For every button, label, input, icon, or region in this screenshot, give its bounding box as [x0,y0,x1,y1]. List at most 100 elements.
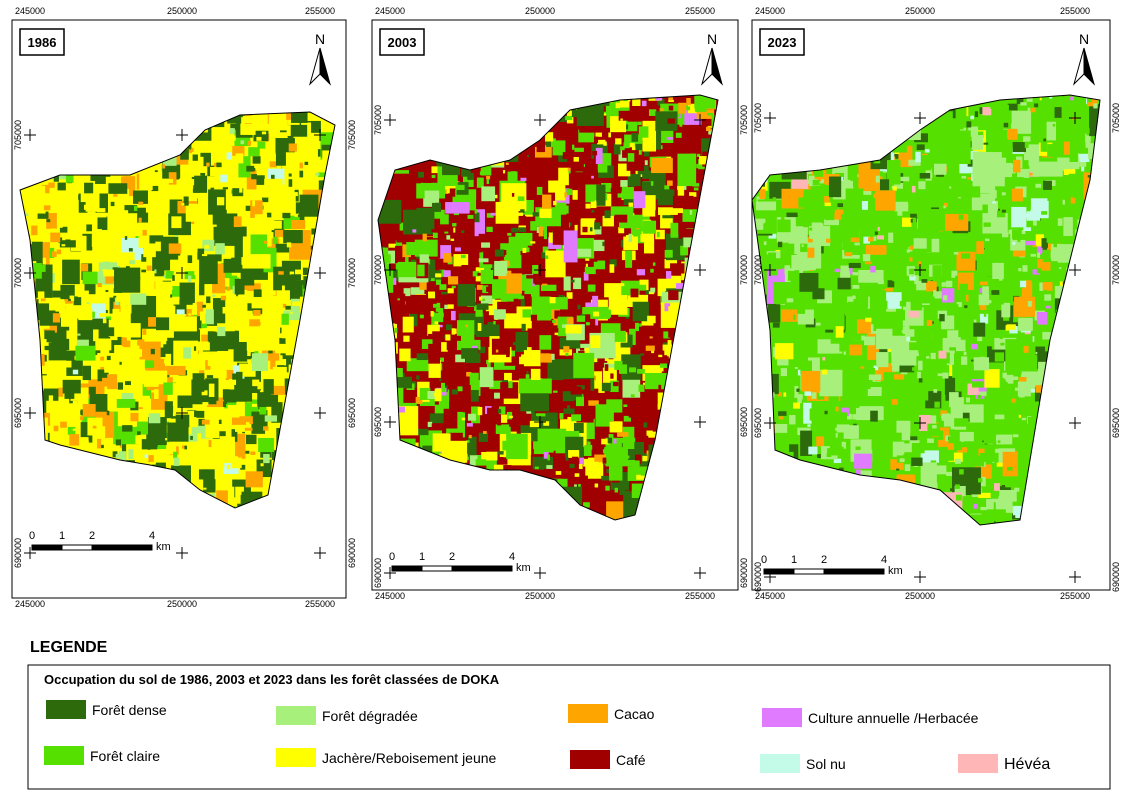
land-patch [539,335,552,350]
land-patch [861,392,866,397]
land-patch [65,239,71,243]
land-patch [968,231,975,237]
land-patch [643,422,648,428]
land-patch [34,185,46,200]
land-patch [148,317,160,327]
land-patch [128,449,134,460]
land-patch [444,304,449,310]
land-patch [885,356,892,364]
land-patch [262,197,269,203]
land-patch [1024,280,1032,286]
land-patch [983,222,991,227]
land-patch [203,479,216,493]
land-patch [670,263,685,274]
x-coord-label: 245000 [15,599,45,609]
land-patch [573,422,584,434]
land-patch [537,250,541,254]
land-patch [467,436,477,457]
land-patch [795,268,801,273]
land-patch [800,338,808,353]
land-patch [664,303,671,312]
land-patch [811,392,817,399]
land-patch [246,434,257,445]
land-patch [849,369,853,373]
land-patch [238,453,242,458]
land-patch [507,171,518,192]
land-patch [440,214,449,225]
map-panel: 2450002450002500002500002550002550007050… [11,6,357,609]
land-patch [1023,227,1032,231]
land-patch [126,306,132,312]
land-patch [664,185,670,190]
scale-tick: 4 [149,530,155,542]
land-patch [493,309,506,320]
land-patch [606,468,609,474]
land-patch [534,146,552,158]
land-patch [826,276,834,281]
land-patch [633,191,646,209]
land-patch [106,410,110,416]
land-patch [40,296,46,302]
land-patch [888,399,899,405]
land-patch [1063,217,1073,237]
land-patch [968,126,979,137]
land-patch [72,369,79,375]
land-patch [505,162,509,165]
land-patch [543,468,563,479]
land-patch [978,116,988,127]
land-patch [252,200,255,207]
land-patch [242,254,271,269]
land-patch [291,112,308,123]
land-patch [203,128,208,133]
land-patch [155,317,170,331]
land-patch [248,147,260,157]
land-patch [432,232,438,239]
land-patch [165,270,174,279]
land-patch [119,444,122,448]
land-patch [554,310,560,319]
land-patch [1014,487,1020,492]
land-patch [509,420,514,427]
land-patch [876,235,884,240]
land-patch [234,278,245,295]
land-patch [388,243,396,248]
land-patch [1008,287,1017,292]
land-patch [574,484,577,489]
land-patch [545,255,549,259]
land-patch [696,153,701,157]
land-patch [476,284,484,290]
land-patch [184,271,196,280]
land-patch [614,360,623,370]
land-patch [604,283,625,298]
land-patch [251,174,258,180]
grid-cross [694,114,706,126]
land-patch [522,309,532,318]
land-patch [628,233,633,243]
land-patch [95,338,112,351]
land-patch [608,134,614,139]
land-patch [627,153,635,162]
land-patch [281,324,297,339]
land-patch [237,295,243,303]
land-patch [518,378,552,394]
land-patch [707,112,714,116]
land-patch [563,408,575,414]
land-patch [166,179,174,184]
land-patch [216,431,226,437]
land-patch [532,212,539,217]
land-patch [1010,501,1014,504]
land-patch [423,270,442,282]
land-patch [623,142,630,149]
land-patch [51,385,58,391]
land-patch [945,214,969,231]
land-patch [257,275,262,279]
land-patch [194,265,201,276]
land-patch [1046,297,1058,312]
land-patch [591,209,595,213]
land-patch [296,149,305,158]
land-patch [621,186,634,200]
land-patch [224,400,237,409]
land-patch [652,130,662,150]
land-patch [215,243,225,255]
land-patch [439,269,445,277]
